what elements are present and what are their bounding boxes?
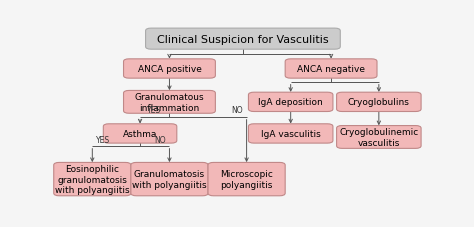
- Text: NO: NO: [231, 106, 243, 115]
- FancyBboxPatch shape: [248, 93, 333, 112]
- FancyBboxPatch shape: [146, 29, 340, 50]
- FancyBboxPatch shape: [131, 163, 208, 196]
- Text: Eosinophilic
granulomatosis
with polyangiitis: Eosinophilic granulomatosis with polyang…: [55, 165, 129, 194]
- Text: Cryoglobulinemic
vasculitis: Cryoglobulinemic vasculitis: [339, 128, 419, 147]
- FancyBboxPatch shape: [337, 93, 421, 112]
- Text: YES: YES: [96, 135, 110, 144]
- Text: IgA vasculitis: IgA vasculitis: [261, 129, 320, 138]
- FancyBboxPatch shape: [124, 91, 215, 114]
- Text: ANCA positive: ANCA positive: [137, 65, 201, 74]
- FancyBboxPatch shape: [208, 163, 285, 196]
- Text: Asthma: Asthma: [123, 129, 157, 138]
- FancyBboxPatch shape: [103, 124, 177, 143]
- Text: IgA deposition: IgA deposition: [258, 98, 323, 107]
- Text: Granulomatosis
with polyangiitis: Granulomatosis with polyangiitis: [132, 170, 207, 189]
- Text: Cryoglobulins: Cryoglobulins: [348, 98, 410, 107]
- FancyBboxPatch shape: [285, 59, 377, 79]
- Text: NO: NO: [154, 135, 166, 144]
- FancyBboxPatch shape: [124, 59, 215, 79]
- FancyBboxPatch shape: [248, 124, 333, 143]
- Text: Microscopic
polyangiitis: Microscopic polyangiitis: [220, 170, 273, 189]
- FancyBboxPatch shape: [54, 163, 131, 196]
- Text: YES: YES: [147, 106, 162, 115]
- Text: ANCA negative: ANCA negative: [297, 65, 365, 74]
- FancyBboxPatch shape: [337, 126, 421, 149]
- Text: Granulomatous
inflammation: Granulomatous inflammation: [135, 93, 204, 112]
- Text: Clinical Suspicion for Vasculitis: Clinical Suspicion for Vasculitis: [157, 35, 329, 44]
